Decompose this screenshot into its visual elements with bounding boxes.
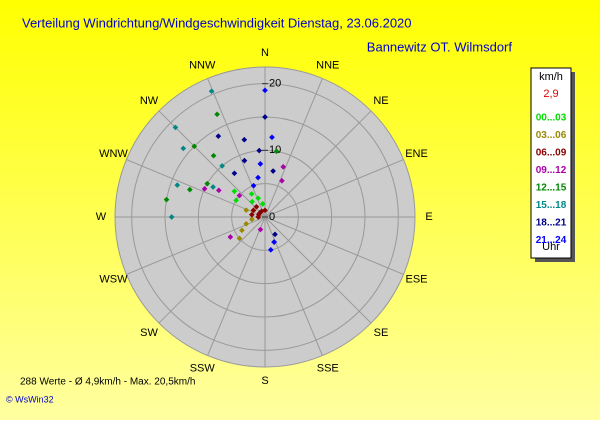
legend-label: 09...12 (536, 165, 567, 176)
point (279, 177, 285, 184)
legend-label: 18...21 (536, 218, 567, 229)
point (215, 187, 222, 194)
spoke (264, 159, 404, 218)
point (280, 164, 287, 170)
point (163, 196, 170, 203)
point (250, 182, 257, 189)
point (214, 111, 220, 118)
point (257, 226, 264, 233)
spoke (158, 216, 266, 324)
spoke (207, 216, 266, 356)
direction-label: NNE (316, 59, 339, 71)
point (204, 180, 211, 187)
point (262, 114, 268, 120)
point (269, 134, 275, 141)
spoke (126, 159, 266, 218)
point (249, 216, 255, 223)
spoke (264, 110, 372, 218)
point (255, 195, 261, 202)
spoke (264, 78, 323, 218)
point (256, 147, 263, 154)
point (208, 88, 215, 95)
chart-subtitle: Bannewitz OT. Wilmsdorf (367, 39, 513, 54)
direction-label: NE (373, 95, 388, 107)
point (243, 221, 250, 227)
point (262, 207, 268, 214)
point (248, 191, 255, 197)
point (267, 246, 274, 253)
direction-label: ENE (405, 148, 428, 160)
point (272, 231, 278, 238)
point (239, 227, 245, 234)
direction-label: N (261, 47, 269, 59)
point (250, 207, 257, 214)
legend-label: 15...18 (536, 200, 567, 211)
point (241, 136, 248, 143)
point (233, 197, 239, 204)
point (259, 201, 266, 207)
legend-box (530, 67, 572, 259)
legend-current: 2,9 (543, 88, 558, 100)
direction-label: WNW (99, 148, 128, 160)
spoke (264, 216, 404, 275)
footer: 288 Werte - Ø 4,9km/h - Max. 20,5km/h (20, 377, 195, 388)
point (227, 234, 234, 240)
direction-label: NNW (189, 59, 216, 71)
point (243, 207, 250, 213)
r-tick-label: 0 (269, 211, 275, 223)
point (236, 235, 243, 242)
point (253, 203, 260, 210)
direction-label: SSW (190, 362, 216, 374)
point (271, 239, 277, 245)
point (262, 87, 268, 94)
legend-unit: km/h (539, 71, 563, 83)
point (210, 152, 217, 159)
point (174, 182, 181, 188)
point (210, 184, 216, 190)
spoke (126, 216, 266, 275)
direction-label: SE (374, 327, 389, 339)
point (180, 145, 187, 152)
point (231, 188, 238, 195)
direction-label: SSE (317, 362, 339, 374)
direction-label: E (425, 211, 432, 223)
direction-label: S (261, 375, 268, 387)
spoke (207, 78, 266, 218)
point (257, 161, 264, 167)
point (168, 214, 175, 220)
point (270, 168, 276, 174)
point (255, 174, 261, 181)
legend-label: 06...09 (536, 148, 567, 159)
chart-title: Verteilung Windrichtung/Windgeschwindigk… (22, 15, 412, 30)
point (231, 170, 238, 177)
legend-label: 21...24 (536, 235, 567, 246)
point (219, 163, 225, 169)
point (191, 143, 198, 150)
direction-label: WSW (99, 274, 128, 286)
direction-label: NW (140, 95, 159, 107)
legend-footer: Uhr (542, 241, 560, 253)
credit: © WsWin32 (6, 394, 54, 404)
point (172, 124, 179, 131)
direction-label: SW (140, 327, 158, 339)
point (215, 133, 222, 139)
point (186, 186, 193, 193)
point (241, 157, 248, 164)
direction-label: W (96, 211, 107, 223)
legend-label: 03...06 (536, 130, 567, 141)
point (236, 192, 243, 199)
spoke (264, 216, 372, 324)
legend-label: 00...03 (536, 113, 567, 124)
point (273, 148, 280, 155)
legend-label: 12...15 (536, 183, 567, 194)
r-tick-label: 20 (269, 78, 281, 90)
direction-label: ESE (406, 274, 428, 286)
point (249, 198, 255, 205)
point (249, 211, 255, 218)
point (201, 185, 208, 192)
